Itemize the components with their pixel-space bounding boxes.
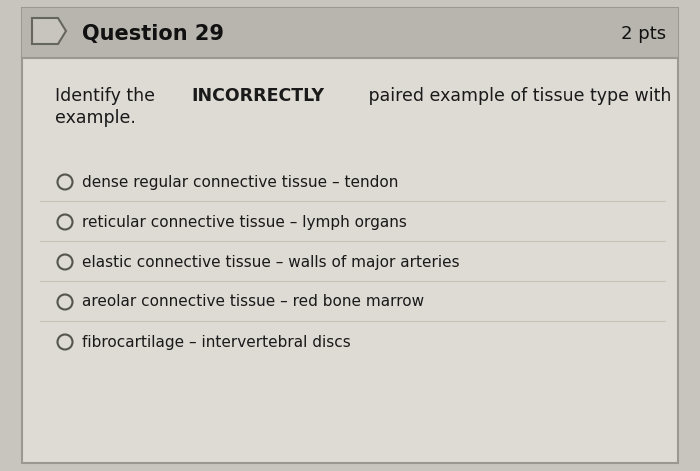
Text: reticular connective tissue – lymph organs: reticular connective tissue – lymph orga… (82, 214, 407, 229)
Text: Identify the: Identify the (55, 87, 160, 105)
Text: elastic connective tissue – walls of major arteries: elastic connective tissue – walls of maj… (82, 254, 460, 269)
Text: paired example of tissue type with: paired example of tissue type with (363, 87, 671, 105)
Polygon shape (32, 18, 66, 44)
Text: dense regular connective tissue – tendon: dense regular connective tissue – tendon (82, 174, 398, 189)
FancyBboxPatch shape (22, 8, 678, 463)
Text: fibrocartilage – intervertebral discs: fibrocartilage – intervertebral discs (82, 334, 351, 349)
Text: Question 29: Question 29 (82, 24, 224, 44)
FancyBboxPatch shape (22, 8, 678, 58)
Text: INCORRECTLY: INCORRECTLY (191, 87, 324, 105)
Text: areolar connective tissue – red bone marrow: areolar connective tissue – red bone mar… (82, 294, 424, 309)
Text: example.: example. (55, 109, 136, 127)
Text: 2 pts: 2 pts (621, 25, 666, 43)
